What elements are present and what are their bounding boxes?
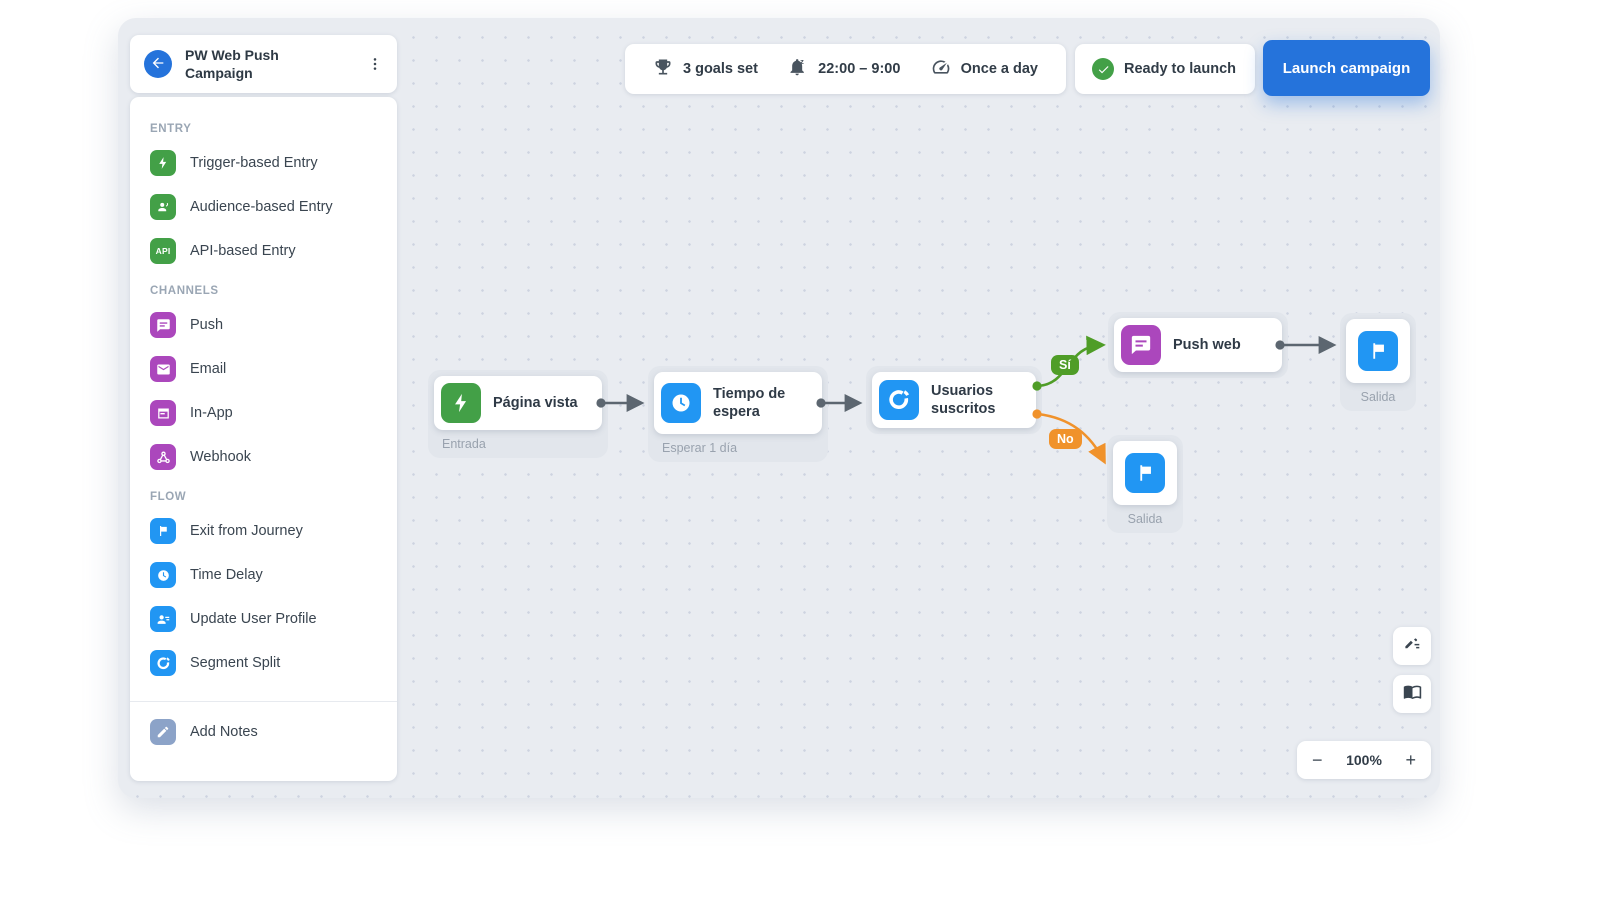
node-title: Página vista	[493, 394, 578, 411]
lightning-icon	[441, 383, 481, 423]
node-caption: Esperar 1 día	[662, 441, 738, 455]
sidebar-item-exit-journey[interactable]: Exit from Journey	[130, 509, 397, 553]
frequency-setting[interactable]: Once a day	[931, 57, 1038, 82]
email-icon	[150, 356, 176, 382]
sidebar-item-webhook[interactable]: Webhook	[130, 435, 397, 479]
segment-split-icon	[879, 380, 919, 420]
notes-tool-button[interactable]	[1393, 627, 1431, 665]
lightning-icon	[150, 150, 176, 176]
arrow-left-icon	[150, 55, 166, 74]
audience-icon	[150, 194, 176, 220]
branch-label-no[interactable]: No	[1049, 429, 1082, 449]
zoom-control: − 100% +	[1297, 741, 1431, 779]
segment-split-icon	[150, 650, 176, 676]
campaign-title: PW Web Push Campaign	[185, 46, 279, 81]
flag-icon	[150, 518, 176, 544]
sidebar-item-trigger-entry[interactable]: Trigger-based Entry	[130, 141, 397, 185]
journey-canvas[interactable]: PW Web Push Campaign ENTRY Trigger-based…	[118, 18, 1440, 798]
sidebar-item-audience-entry[interactable]: Audience-based Entry	[130, 185, 397, 229]
campaign-settings-bar: 3 goals set z 22:00 – 9:00 Once a day	[625, 44, 1066, 94]
quiet-hours-setting[interactable]: z 22:00 – 9:00	[788, 57, 900, 82]
node-segment-split[interactable]: Usuarios suscritos	[866, 366, 1042, 434]
documentation-button[interactable]	[1393, 675, 1431, 713]
node-title: Tiempo de espera	[713, 385, 786, 420]
section-channels-label: CHANNELS	[150, 285, 219, 297]
kebab-menu-icon[interactable]	[367, 56, 383, 72]
sidebar-item-add-notes[interactable]: Add Notes	[130, 710, 397, 754]
node-caption: Salida	[1127, 512, 1163, 526]
node-title: Push web	[1173, 336, 1241, 353]
in-app-icon	[150, 400, 176, 426]
node-push-web[interactable]: Push web	[1108, 312, 1288, 378]
svg-text:z: z	[800, 57, 804, 66]
sidebar-item-update-profile[interactable]: Update User Profile	[130, 597, 397, 641]
webhook-icon	[150, 444, 176, 470]
node-exit-yes[interactable]: Salida	[1340, 313, 1416, 411]
pencil-list-icon	[1403, 634, 1422, 658]
api-icon: API	[150, 238, 176, 264]
push-icon	[1121, 325, 1161, 365]
sidebar-item-time-delay[interactable]: Time Delay	[130, 553, 397, 597]
update-profile-icon	[150, 606, 176, 632]
trophy-icon	[653, 57, 673, 82]
blocks-sidebar: ENTRY Trigger-based Entry Audience-based…	[130, 97, 397, 781]
node-time-delay[interactable]: Tiempo de espera Esperar 1 día	[648, 366, 828, 462]
launch-campaign-button[interactable]: Launch campaign	[1263, 40, 1430, 96]
sidebar-item-api-entry[interactable]: API API-based Entry	[130, 229, 397, 273]
branch-label-yes[interactable]: Sí	[1051, 355, 1079, 375]
node-entry[interactable]: Página vista Entrada	[428, 370, 608, 458]
sidebar-item-email[interactable]: Email	[130, 347, 397, 391]
clock-icon	[661, 383, 701, 423]
campaign-header: PW Web Push Campaign	[130, 35, 397, 93]
zoom-level: 100%	[1346, 752, 1382, 768]
node-caption: Salida	[1360, 390, 1396, 404]
open-book-icon	[1403, 682, 1422, 706]
sidebar-divider	[130, 701, 397, 702]
back-button[interactable]	[144, 50, 172, 78]
silent-bell-icon: z	[788, 57, 808, 82]
node-caption: Entrada	[442, 437, 486, 451]
push-icon	[150, 312, 176, 338]
sidebar-item-segment-split[interactable]: Segment Split	[130, 641, 397, 685]
sidebar-item-in-app[interactable]: In-App	[130, 391, 397, 435]
node-title: Usuarios suscritos	[931, 382, 996, 417]
node-exit-no[interactable]: Salida	[1107, 435, 1183, 533]
check-circle-icon	[1092, 58, 1114, 80]
zoom-in-button[interactable]: +	[1405, 750, 1416, 770]
zoom-out-button[interactable]: −	[1312, 750, 1323, 770]
sidebar-item-push[interactable]: Push	[130, 303, 397, 347]
gauge-icon	[931, 57, 951, 82]
clock-icon	[150, 562, 176, 588]
notes-pencil-icon	[150, 719, 176, 745]
flag-icon	[1125, 453, 1165, 493]
goals-setting[interactable]: 3 goals set	[653, 57, 758, 82]
flag-icon	[1358, 331, 1398, 371]
launch-status[interactable]: Ready to launch	[1075, 44, 1255, 94]
section-flow-label: FLOW	[150, 491, 187, 503]
section-entry-label: ENTRY	[150, 123, 192, 135]
